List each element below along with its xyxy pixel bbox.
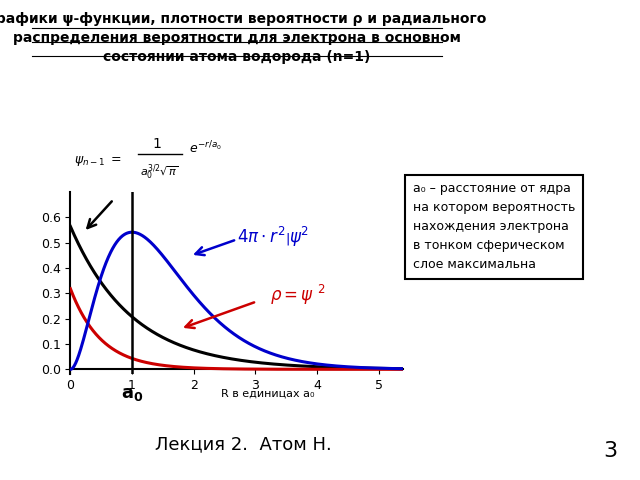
Text: Лекция 2.  Атом Н.: Лекция 2. Атом Н. — [155, 436, 332, 454]
Text: $e^{-r/a_0}$: $e^{-r/a_0}$ — [189, 139, 221, 156]
Text: $\mathbf{a_0}$: $\mathbf{a_0}$ — [121, 385, 143, 403]
Text: $\psi_{n-1}\ =$: $\psi_{n-1}\ =$ — [74, 154, 122, 168]
Text: $\rho = \psi\ ^2$: $\rho = \psi\ ^2$ — [270, 283, 326, 307]
Text: 3: 3 — [604, 441, 618, 461]
Text: $1$: $1$ — [152, 137, 162, 151]
Text: $4\pi\cdot r^2\left|\psi\right.^2$: $4\pi\cdot r^2\left|\psi\right.^2$ — [237, 225, 308, 249]
Text: Графики ψ-функции, плотности вероятности ρ и радиального
распределения вероятнос: Графики ψ-функции, плотности вероятности… — [0, 12, 486, 64]
Text: R в единицах a₀: R в единицах a₀ — [221, 389, 314, 399]
Text: $a_0^{3/2}\sqrt{\pi}$: $a_0^{3/2}\sqrt{\pi}$ — [140, 163, 178, 183]
Text: a₀ – расстояние от ядра
на котором вероятность
нахождения электрона
в тонком сфе: a₀ – расстояние от ядра на котором вероя… — [413, 182, 575, 271]
